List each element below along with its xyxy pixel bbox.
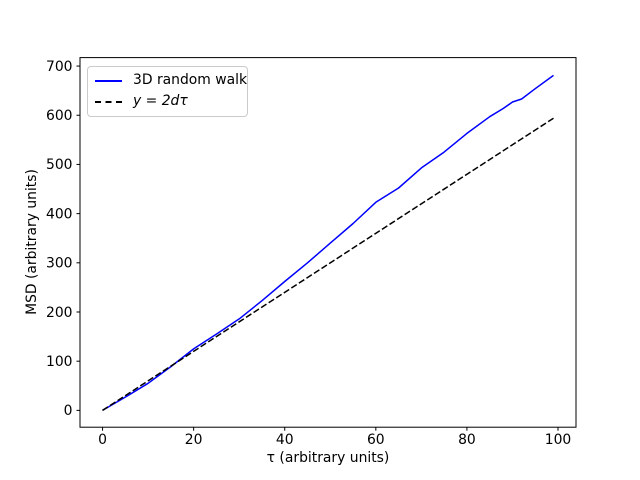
legend-label: y = 2dτ: [133, 93, 188, 110]
y-tick-label: 400: [46, 206, 73, 222]
legend-line-sample-solid: [95, 79, 122, 82]
y-tick-label: 500: [46, 157, 73, 173]
y-tick-label: 700: [46, 59, 73, 75]
x-tick-label: 0: [98, 432, 107, 448]
series-line-solid: [102, 74, 554, 412]
x-tick-label: 40: [276, 432, 294, 448]
y-tick-label: 300: [46, 256, 73, 272]
x-axis-label: τ (arbitrary units): [266, 450, 390, 466]
legend-entry-random-walk: 3D random walk: [95, 71, 247, 91]
y-axis-label: MSD (arbitrary units): [24, 169, 41, 315]
y-tick-label: 0: [64, 403, 73, 419]
y-tick-label: 100: [46, 354, 73, 370]
axes-frame: [79, 57, 577, 428]
legend-line-sample-dashed: [95, 101, 122, 104]
y-tick-label: 600: [46, 108, 73, 124]
x-tick-label: 20: [185, 432, 203, 448]
x-tick-label: 100: [545, 432, 572, 448]
legend: 3D random walk y = 2dτ: [87, 66, 248, 117]
x-tick-label: 80: [458, 432, 476, 448]
legend-label: 3D random walk: [133, 71, 248, 88]
x-tick-label: 60: [367, 432, 385, 448]
legend-entry-theory: y = 2dτ: [95, 92, 243, 112]
y-tick-label: 200: [46, 305, 73, 321]
